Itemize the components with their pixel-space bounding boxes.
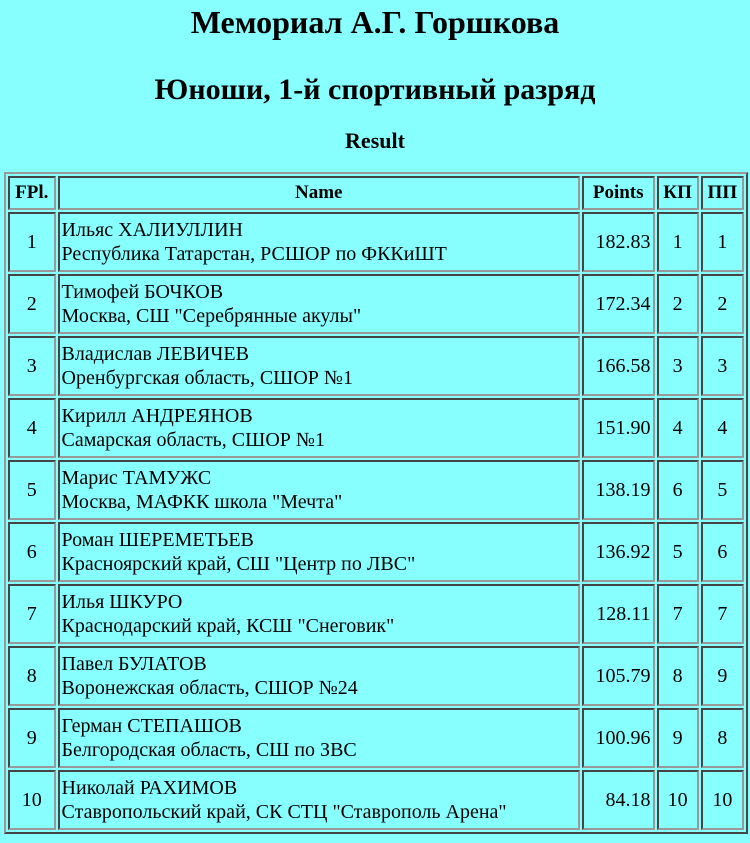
skater-club: Воронежская область, СШОР №24 <box>61 677 358 699</box>
kp-cell: 5 <box>656 522 699 582</box>
pp-cell: 6 <box>700 522 744 582</box>
table-row: 7 Илья ШКУРО Краснодарский край, КСШ "Снег… <box>8 584 744 644</box>
skater-name: Марис ТАМУЖС <box>61 467 212 489</box>
name-cell: Владислав ЛЕВИЧЕВ Оренбургская область, С… <box>57 336 580 396</box>
points-cell: 100.96 <box>581 708 655 768</box>
points-cell: 128.11 <box>581 584 655 644</box>
kp-cell: 10 <box>656 770 699 830</box>
header-pp: ПП <box>700 176 744 210</box>
points-cell: 166.58 <box>581 336 655 396</box>
pp-cell: 9 <box>700 646 744 706</box>
skater-club: Белгородская область, СШ по ЗВС <box>61 739 357 761</box>
place-cell: 6 <box>8 522 56 582</box>
skater-name: Ильяс ХАЛИУЛЛИН <box>61 219 243 241</box>
name-cell: Роман ШЕРЕМЕТЬЕВ Красноярский край, СШ "Ц… <box>57 522 580 582</box>
skater-name: Илья ШКУРО <box>61 591 183 613</box>
place-cell: 10 <box>8 770 56 830</box>
table-row: 8 Павел БУЛАТОВ Воронежская область, СШОР … <box>8 646 744 706</box>
skater-name: Николай РАХИМОВ <box>61 777 238 799</box>
place-cell: 4 <box>8 398 56 458</box>
name-cell: Герман СТЕПАШОВ Белгородская область, СШ … <box>57 708 580 768</box>
skater-name: Тимофей БОЧКОВ <box>61 281 224 303</box>
place-cell: 2 <box>8 274 56 334</box>
kp-cell: 7 <box>656 584 699 644</box>
table-row: 9 Герман СТЕПАШОВ Белгородская область, СШ… <box>8 708 744 768</box>
points-cell: 136.92 <box>581 522 655 582</box>
place-cell: 7 <box>8 584 56 644</box>
table-row: 3 Владислав ЛЕВИЧЕВ Оренбургская область, … <box>8 336 744 396</box>
section-title: Result <box>345 128 405 153</box>
name-cell: Илья ШКУРО Краснодарский край, КСШ "Снего… <box>57 584 580 644</box>
points-cell: 151.90 <box>581 398 655 458</box>
name-cell: Марис ТАМУЖС Москва, МАФКК школа "Мечта" <box>57 460 580 520</box>
table-row: 2 Тимофей БОЧКОВ Москва, СШ "Серебрянные а… <box>8 274 744 334</box>
header-name: Name <box>57 176 580 210</box>
pp-cell: 4 <box>700 398 744 458</box>
kp-cell: 3 <box>656 336 699 396</box>
table-row: 6 Роман ШЕРЕМЕТЬЕВ Красноярский край, СШ "… <box>8 522 744 582</box>
table-row: 4 Кирилл АНДРЕЯНОВ Самарская область, СШОР… <box>8 398 744 458</box>
kp-cell: 6 <box>656 460 699 520</box>
name-cell: Николай РАХИМОВ Ставропольский край, СК С… <box>57 770 580 830</box>
skater-name: Герман СТЕПАШОВ <box>61 715 242 737</box>
pp-cell: 8 <box>700 708 744 768</box>
table-row: 1 Ильяс ХАЛИУЛЛИН Республика Татарстан, РС… <box>8 212 744 272</box>
points-cell: 138.19 <box>581 460 655 520</box>
header-fpl: FPl. <box>8 176 56 210</box>
place-cell: 3 <box>8 336 56 396</box>
points-cell: 182.83 <box>581 212 655 272</box>
kp-cell: 8 <box>656 646 699 706</box>
skater-club: Москва, СШ "Серебрянные акулы" <box>61 305 362 327</box>
skater-name: Роман ШЕРЕМЕТЬЕВ <box>61 529 254 551</box>
skater-club: Республика Татарстан, РСШОР по ФККиШТ <box>61 243 447 265</box>
skater-club: Ставропольский край, СК СТЦ "Ставрополь … <box>61 801 507 823</box>
place-cell: 9 <box>8 708 56 768</box>
place-cell: 1 <box>8 212 56 272</box>
points-cell: 84.18 <box>581 770 655 830</box>
name-cell: Павел БУЛАТОВ Воронежская область, СШОР №… <box>57 646 580 706</box>
pp-cell: 2 <box>700 274 744 334</box>
skater-name: Кирилл АНДРЕЯНОВ <box>61 405 253 427</box>
header-kp: КП <box>656 176 699 210</box>
skater-club: Самарская область, СШОР №1 <box>61 429 325 451</box>
points-cell: 172.34 <box>581 274 655 334</box>
name-cell: Ильяс ХАЛИУЛЛИН Республика Татарстан, РСШ… <box>57 212 580 272</box>
kp-cell: 4 <box>656 398 699 458</box>
kp-cell: 2 <box>656 274 699 334</box>
table-row: 10 Николай РАХИМОВ Ставропольский край, СК… <box>8 770 744 830</box>
name-cell: Тимофей БОЧКОВ Москва, СШ "Серебрянные ак… <box>57 274 580 334</box>
kp-cell: 1 <box>656 212 699 272</box>
pp-cell: 7 <box>700 584 744 644</box>
kp-cell: 9 <box>656 708 699 768</box>
pp-cell: 3 <box>700 336 744 396</box>
skater-club: Оренбургская область, СШОР №1 <box>61 367 353 389</box>
header-points: Points <box>581 176 655 210</box>
pp-cell: 10 <box>700 770 744 830</box>
table-row: 5 Марис ТАМУЖС Москва, МАФКК школа "Мечта"… <box>8 460 744 520</box>
pp-cell: 5 <box>700 460 744 520</box>
skater-name: Павел БУЛАТОВ <box>61 653 207 675</box>
results-table: FPl. Name Points КП ПП 1 Ильяс ХАЛИУЛЛИН Р… <box>4 172 748 834</box>
skater-name: Владислав ЛЕВИЧЕВ <box>61 343 249 365</box>
category-title: Юноши, 1-й спортивный разряд <box>154 73 596 106</box>
name-cell: Кирилл АНДРЕЯНОВ Самарская область, СШОР … <box>57 398 580 458</box>
page-title: Мемориал А.Г. Горшкова <box>190 4 560 40</box>
place-cell: 8 <box>8 646 56 706</box>
skater-club: Красноярский край, СШ "Центр по ЛВС" <box>61 553 416 575</box>
skater-club: Краснодарский край, КСШ "Снеговик" <box>61 615 395 637</box>
skater-club: Москва, МАФКК школа "Мечта" <box>61 491 343 513</box>
pp-cell: 1 <box>700 212 744 272</box>
header-row: FPl. Name Points КП ПП <box>8 176 744 210</box>
place-cell: 5 <box>8 460 56 520</box>
points-cell: 105.79 <box>581 646 655 706</box>
